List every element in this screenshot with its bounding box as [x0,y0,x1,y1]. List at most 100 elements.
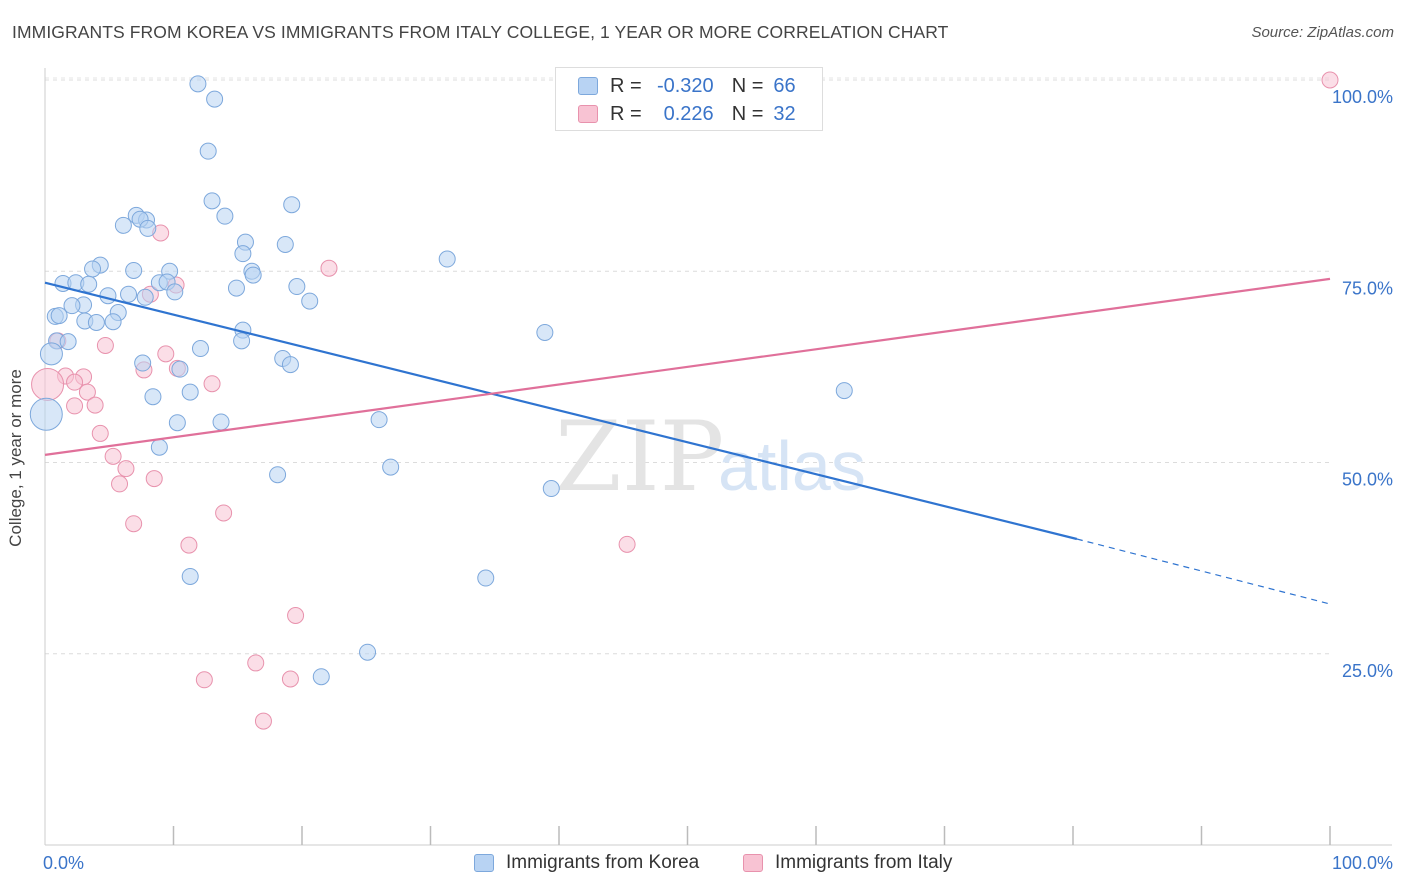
korea-point [276,235,294,253]
korea-point [281,356,299,374]
korea-point [359,643,377,661]
korea-point [283,196,301,214]
korea-point [212,413,230,431]
korea-point [206,90,224,108]
italy-point [1321,71,1339,89]
korea-point [104,313,122,331]
korea-point [244,266,262,284]
korea-point [139,219,157,237]
korea-point [203,192,221,210]
korea-point [370,411,388,429]
korea-point [120,285,138,303]
n-label: N = [731,102,764,125]
korea-point [288,278,306,296]
korea-point [199,142,217,160]
italy-trend-line [44,277,1331,456]
y-tick-label: 75.0% [1342,278,1393,298]
korea-point [144,388,162,406]
italy-point [117,460,135,478]
korea-point [84,260,102,278]
legend-item-italy: Immigrants from Italy [743,852,952,874]
italy-point [247,654,265,672]
korea-point [114,216,132,234]
italy-point [145,470,163,488]
italy-point [320,259,338,277]
korea-trend-line [44,281,1078,541]
y-tick-label: 100.0% [1332,87,1393,107]
korea-point [835,382,853,400]
legend-row-korea: R = -0.320 N = 66 [578,73,796,99]
italy-point [96,336,114,354]
korea-point [166,283,184,301]
watermark-zip: ZIP [555,401,724,513]
korea-point [99,287,117,305]
korea-point [80,275,98,293]
italy-point [125,515,143,533]
italy-point [287,607,305,624]
italy-point [86,396,104,414]
korea-point [233,332,251,350]
korea-point [227,279,245,297]
italy-point [111,475,129,493]
korea-point [171,360,189,378]
korea-point [234,245,252,263]
legend-row-italy: R = 0.226 N = 32 [578,101,796,127]
korea-point [269,466,287,484]
korea-point [382,458,400,476]
korea-point [536,323,554,341]
italy-point [195,671,213,689]
korea-point [29,397,63,431]
italy-n-value: 32 [773,102,796,125]
y-tick-label: 25.0% [1342,661,1393,681]
legend-item-korea: Immigrants from Korea [474,852,699,874]
legend-italy-label: Immigrants from Italy [775,852,953,873]
italy-point [91,424,109,442]
italy-point [254,712,272,730]
r-label: R = [610,102,642,125]
italy-r-value: 0.226 [663,102,714,125]
italy-legend-swatch [743,854,763,872]
korea-legend-swatch [474,854,494,872]
korea-point [150,438,168,456]
korea-point [87,314,105,332]
chart-title: IMMIGRANTS FROM KOREA VS IMMIGRANTS FROM… [12,22,949,42]
x-tick-label: 0.0% [43,853,84,873]
italy-point [78,383,96,401]
x-tick-label: 100.0% [1332,853,1393,873]
korea-point [542,480,560,498]
r-label: R = [610,74,642,97]
korea-point [191,340,209,358]
korea-point [125,261,143,279]
korea-point [181,383,199,401]
italy-point [281,670,299,688]
korea-point [312,668,330,686]
korea-swatch [578,77,598,95]
korea-point [216,207,234,225]
korea-point [136,288,154,306]
korea-point [477,569,495,587]
korea-trend-extension [1076,538,1331,605]
italy-point [203,375,221,393]
korea-point [59,333,77,351]
korea-point [438,250,456,268]
y-tick-label: 50.0% [1342,470,1393,490]
italy-point [31,367,65,401]
italy-point [180,536,198,554]
korea-point [301,292,319,310]
italy-point [157,345,175,363]
korea-n-value: 66 [773,74,796,97]
korea-point [63,297,81,315]
watermark-atlas: atlas [718,427,866,505]
korea-point [181,567,199,585]
korea-point [189,75,207,93]
korea-point [39,342,63,366]
legend-korea-label: Immigrants from Korea [506,852,700,873]
italy-point [66,373,84,391]
korea-point [168,414,186,432]
italy-point [104,447,122,465]
italy-point [66,397,84,415]
source-label: Source: ZipAtlas.com [1251,24,1394,41]
correlation-legend: R = -0.320 N = 66 R = 0.226 N = 32 [555,67,823,131]
italy-point [215,504,233,522]
